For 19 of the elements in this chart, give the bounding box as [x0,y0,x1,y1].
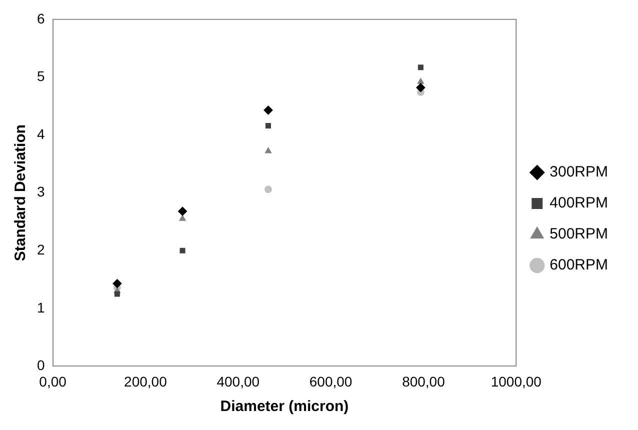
y-tick-label: 0 [36,357,45,374]
legend-label: 500RPM [550,226,608,243]
x-tick-label: 600,00 [309,373,352,390]
x-tick-label: 200,00 [124,373,168,390]
y-tick-label: 3 [36,184,45,200]
y-tick-label: 6 [36,10,45,26]
x-tick-label: 800,00 [402,373,446,390]
y-tick-label: 2 [36,241,45,258]
legend-label: 300RPM [550,164,608,181]
y-tick-label: 5 [36,68,45,84]
x-tick-label: 400,00 [216,373,260,390]
y-tick-label: 4 [36,126,45,142]
x-tick-label: 1000,00 [490,373,542,390]
x-tick-label: 0,00 [39,373,67,390]
y-tick-label: 1 [36,299,45,316]
y-axis-title: Standard Deviation [12,124,30,262]
legend-label: 600RPM [550,256,608,274]
x-axis-title: Diameter (micron) [220,398,349,416]
legend-label: 400RPM [550,194,608,212]
